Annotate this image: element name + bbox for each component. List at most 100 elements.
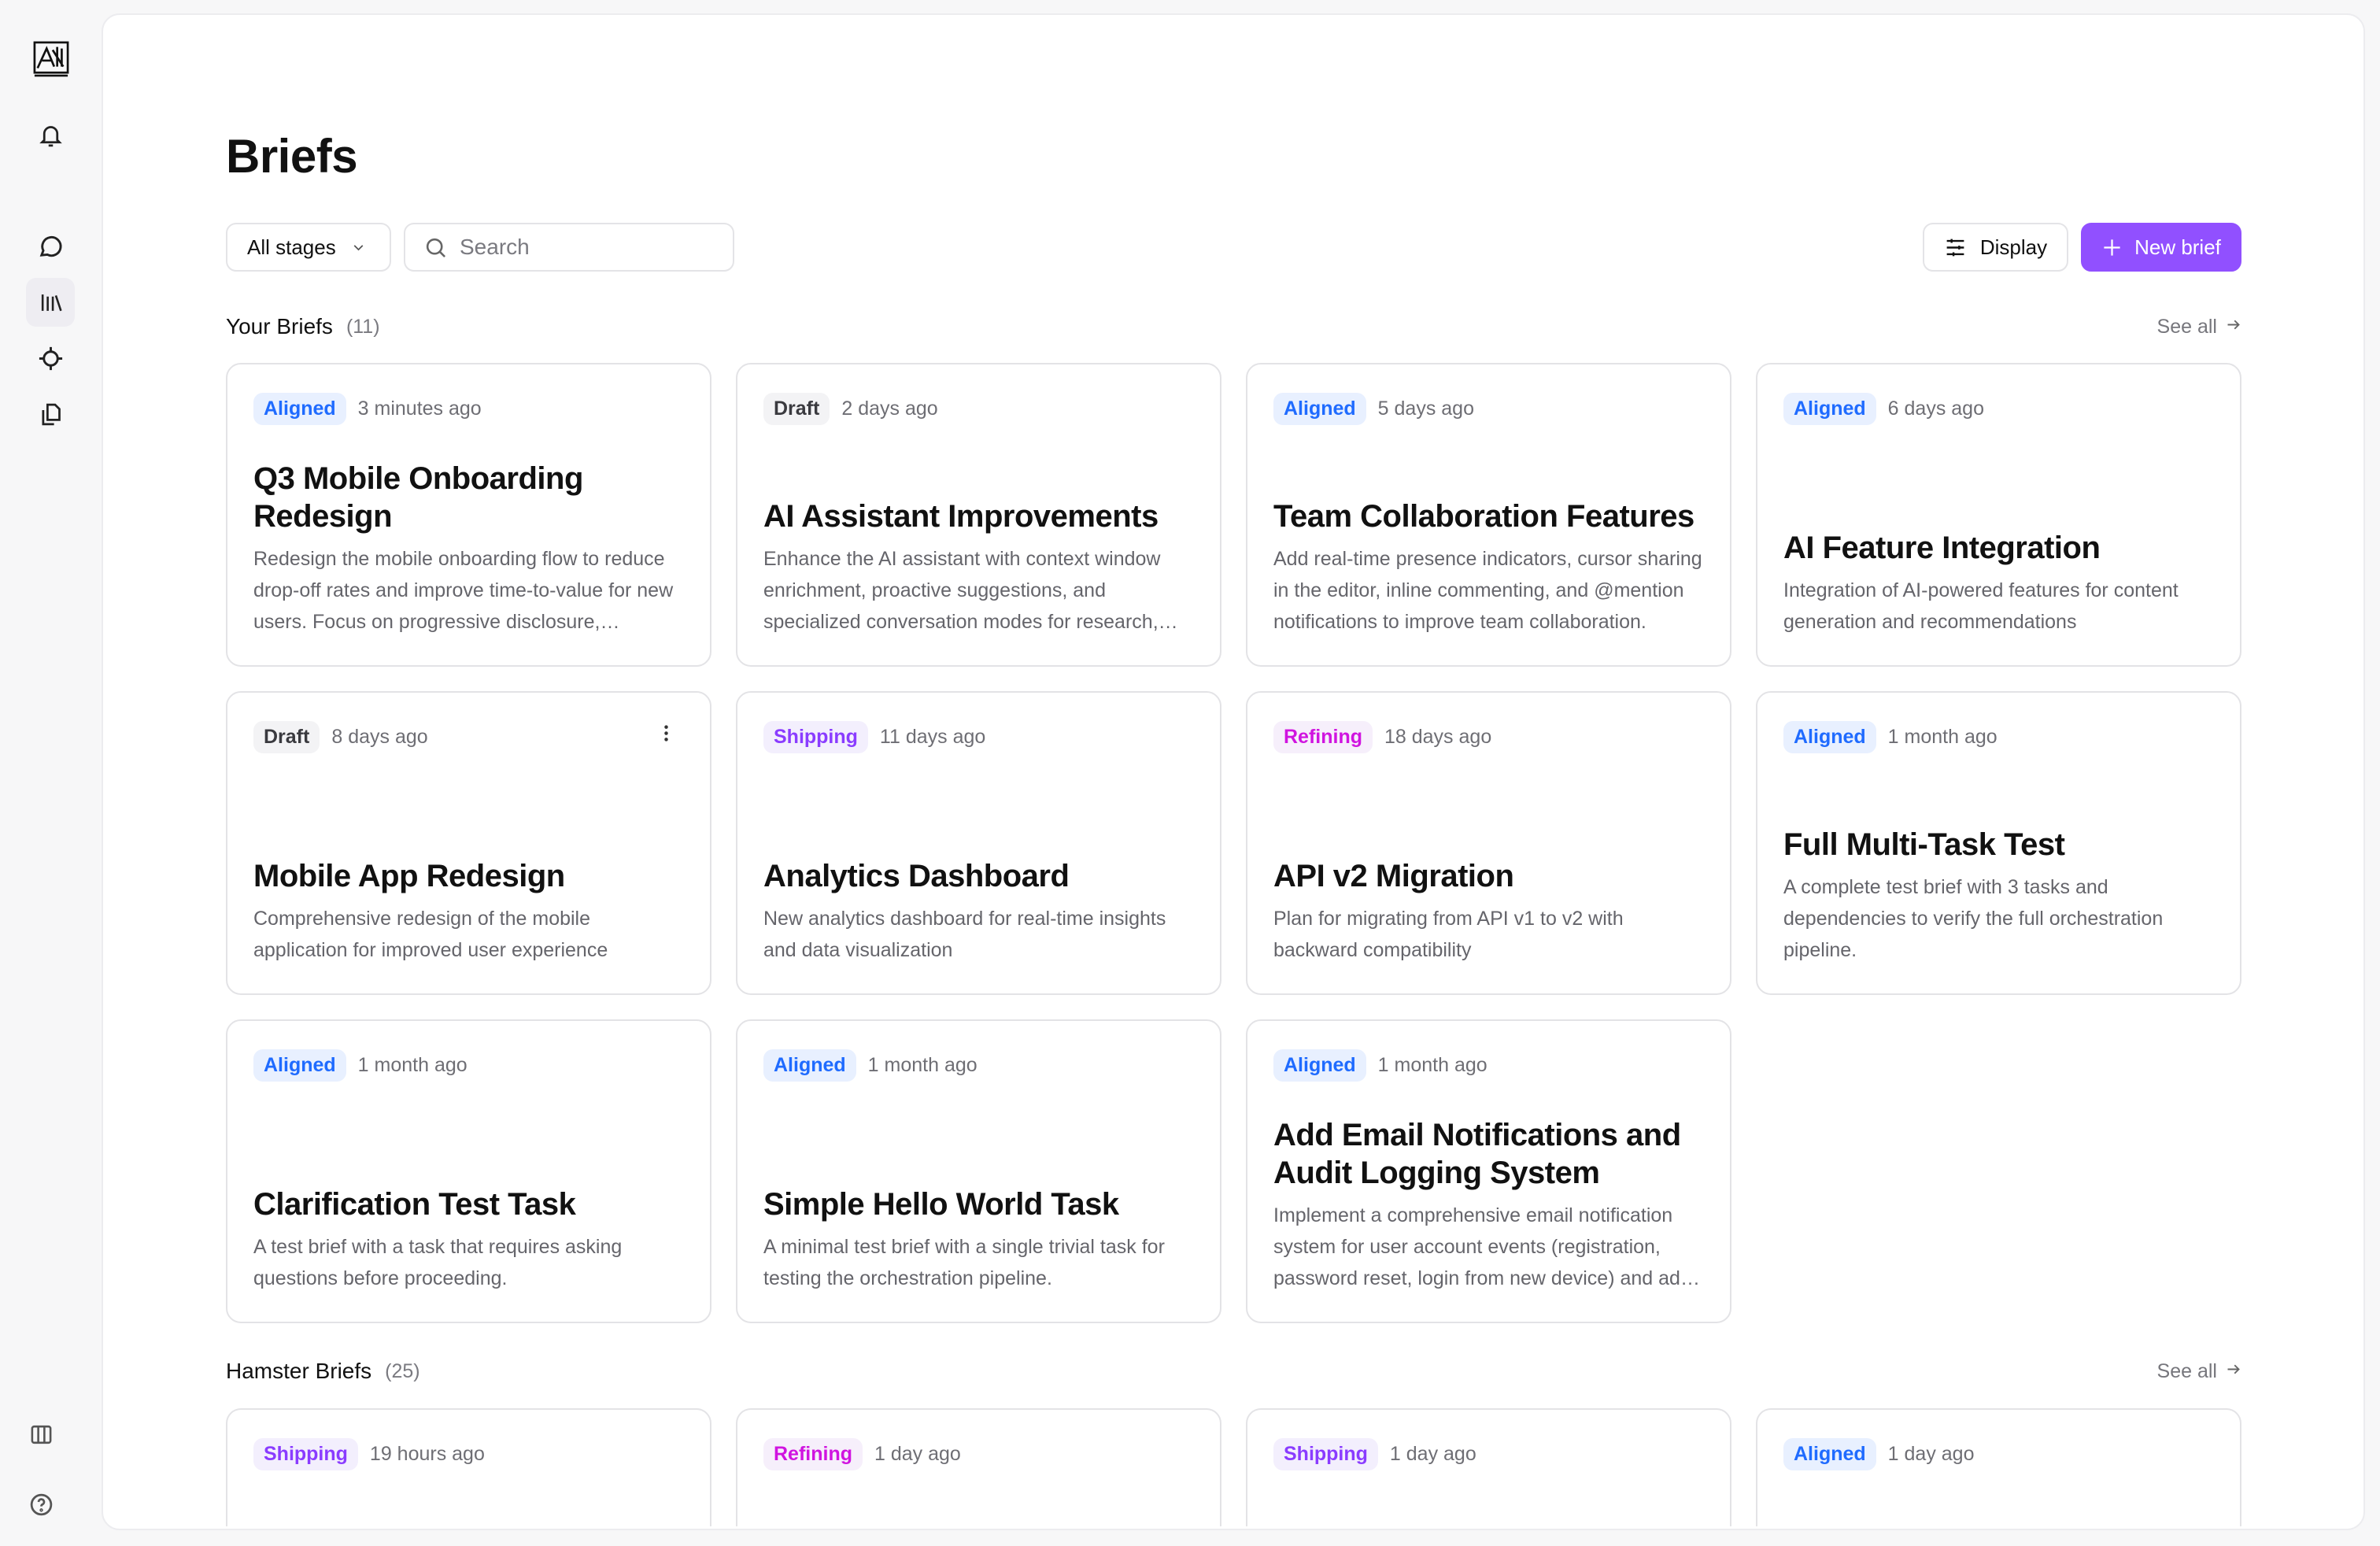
- spacer: [253, 753, 684, 857]
- library-icon[interactable]: [26, 278, 75, 327]
- card-description: Redesign the mobile onboarding flow to r…: [253, 548, 674, 633]
- display-button[interactable]: Display: [1923, 223, 2068, 272]
- timestamp: 1 day ago: [1389, 1442, 1476, 1465]
- brief-card[interactable]: Draft 8 days ago Mobile App Redesign Compre…: [226, 691, 711, 995]
- status-badge: Aligned: [763, 1049, 856, 1082]
- status-badge: Aligned: [1273, 392, 1366, 425]
- brief-card[interactable]: Aligned 1 month ago Add Email Notification…: [1246, 1019, 1731, 1323]
- status-badge: Aligned: [253, 392, 346, 425]
- card-meta: Shipping 19 hours ago: [253, 1437, 684, 1470]
- timestamp: 2 days ago: [841, 397, 938, 420]
- columns-icon[interactable]: [21, 1415, 61, 1454]
- arrow-right-icon: [2225, 316, 2241, 338]
- plus-icon: [2104, 239, 2120, 256]
- search-input[interactable]: Search: [404, 223, 734, 272]
- section-title: Hamster Briefs: [226, 1359, 372, 1383]
- brief-card[interactable]: Refining 1 day ago: [736, 1408, 1221, 1526]
- status-badge: Aligned: [1783, 1437, 1876, 1470]
- brief-card[interactable]: Draft 2 days ago AI Assistant Improvements…: [736, 363, 1221, 667]
- new-brief-label: New brief: [2134, 235, 2221, 259]
- more-options-icon[interactable]: [656, 723, 677, 748]
- app-logo[interactable]: [33, 41, 69, 77]
- see-all-link[interactable]: See all: [2157, 316, 2241, 338]
- spacer: [1783, 753, 2214, 826]
- card-title: Q3 Mobile Onboarding Redesign: [253, 461, 583, 534]
- spacer: [253, 1082, 684, 1185]
- help-icon[interactable]: [21, 1485, 61, 1524]
- timestamp: 1 day ago: [874, 1442, 961, 1465]
- brief-card[interactable]: Shipping 19 hours ago: [226, 1408, 711, 1526]
- brief-card[interactable]: Aligned 6 days ago AI Feature Integration I…: [1756, 363, 2241, 667]
- see-all-label: See all: [2156, 1359, 2217, 1382]
- page-title: Briefs: [226, 130, 358, 183]
- brief-card[interactable]: Aligned 1 month ago Simple Hello World Tas…: [736, 1019, 1221, 1323]
- spacer: [1273, 753, 1704, 857]
- search-placeholder: Search: [460, 235, 530, 259]
- documents-icon[interactable]: [31, 394, 70, 434]
- status-badge: Aligned: [1783, 720, 1876, 753]
- chevron-down-icon: [353, 244, 364, 250]
- brief-card[interactable]: Shipping 1 day ago: [1246, 1408, 1731, 1526]
- card-description: Enhance the AI assistant with context wi…: [763, 548, 1161, 633]
- timestamp: 18 days ago: [1384, 725, 1492, 748]
- search-icon: [426, 238, 446, 257]
- card-description: New analytics dashboard for real-time in…: [763, 908, 1166, 961]
- card-title: Mobile App Redesign: [253, 859, 565, 893]
- brief-card[interactable]: Shipping 11 days ago Analytics Dashboard Ne…: [736, 691, 1221, 995]
- target-icon[interactable]: [31, 338, 70, 378]
- card-title: Team Collaboration Features: [1273, 499, 1694, 534]
- new-brief-button[interactable]: New brief: [2081, 223, 2241, 272]
- status-badge: Refining: [1273, 720, 1373, 753]
- card-meta: Aligned 1 month ago: [1783, 720, 2214, 753]
- card-title: AI Assistant Improvements: [763, 499, 1159, 534]
- stage-filter-dropdown[interactable]: All stages: [226, 223, 391, 272]
- timestamp: 1 month ago: [1377, 1053, 1488, 1076]
- card-description: Add real-time presence indicators, curso…: [1273, 548, 1702, 633]
- spacer: [1783, 425, 2214, 529]
- card-title: AI Feature Integration: [1783, 531, 2101, 565]
- sliders-icon: [1946, 239, 1964, 256]
- timestamp: 6 days ago: [1887, 397, 1984, 420]
- brief-card[interactable]: Aligned 1 month ago Clarification Test Tas…: [226, 1019, 711, 1323]
- timestamp: 3 minutes ago: [357, 397, 482, 420]
- brief-card[interactable]: Aligned 1 day ago: [1756, 1408, 2241, 1526]
- status-badge: Draft: [763, 392, 830, 425]
- section-count: (11): [346, 315, 380, 338]
- sidebar: [0, 0, 100, 1543]
- status-badge: Aligned: [1783, 392, 1876, 425]
- spacer: [1273, 425, 1704, 497]
- card-description: Comprehensive redesign of the mobile app…: [253, 908, 608, 961]
- chat-icon[interactable]: [31, 226, 70, 265]
- spacer: [1273, 1082, 1704, 1116]
- card-title: Full Multi-Task Test: [1783, 827, 2065, 862]
- brief-card[interactable]: Aligned 1 month ago Full Multi-Task Test A …: [1756, 691, 2241, 995]
- see-all-label: See all: [2156, 315, 2217, 338]
- timestamp: 1 day ago: [1887, 1442, 1975, 1465]
- card-meta: Draft 2 days ago: [763, 392, 1194, 425]
- brief-card[interactable]: Refining 18 days ago API v2 Migration Plan …: [1246, 691, 1731, 995]
- brief-card[interactable]: Aligned 3 minutes ago Q3 Mobile Onboarding…: [226, 363, 711, 667]
- card-title: Simple Hello World Task: [763, 1187, 1119, 1222]
- card-description: A complete test brief with 3 tasks and d…: [1783, 876, 2164, 961]
- see-all-link[interactable]: See all: [2157, 1360, 2241, 1383]
- card-meta: Shipping 11 days ago: [763, 720, 1194, 753]
- section-header: Your Briefs (11) See all: [226, 314, 2241, 339]
- brief-card-grid: Aligned 3 minutes ago Q3 Mobile Onboarding…: [226, 363, 2241, 1323]
- timestamp: 19 hours ago: [369, 1442, 485, 1465]
- card-title: Analytics Dashboard: [763, 859, 1070, 893]
- card-meta: Aligned 1 month ago: [1273, 1049, 1704, 1082]
- timestamp: 5 days ago: [1377, 397, 1474, 420]
- status-badge: Draft: [253, 720, 320, 753]
- card-description: Implement a comprehensive email notifica…: [1273, 1204, 1691, 1289]
- card-description: A test brief with a task that requires a…: [253, 1236, 623, 1289]
- status-badge: Shipping: [1273, 1437, 1378, 1470]
- card-meta: Refining 1 day ago: [763, 1437, 1194, 1470]
- stage-filter-value: All stages: [247, 235, 336, 259]
- brief-card-grid: Shipping 19 hours ago Refining 1 day ago Shi…: [226, 1408, 2241, 1526]
- bell-icon[interactable]: [31, 116, 70, 155]
- section-count: (25): [385, 1359, 420, 1382]
- timestamp: 1 month ago: [1887, 725, 1998, 748]
- brief-card[interactable]: Aligned 5 days ago Team Collaboration Feat…: [1246, 363, 1731, 667]
- card-meta: Draft 8 days ago: [253, 720, 684, 753]
- status-badge: Aligned: [253, 1049, 346, 1082]
